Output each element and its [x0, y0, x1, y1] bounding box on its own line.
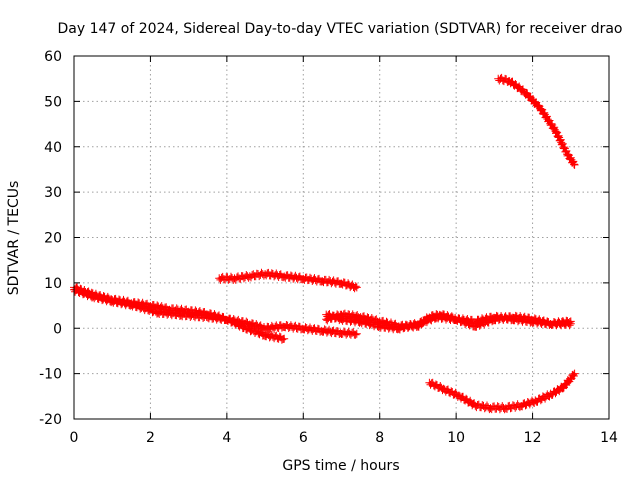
data-point: [340, 281, 343, 284]
data-point: [562, 386, 565, 389]
data-point: [283, 337, 286, 340]
data-point: [321, 279, 324, 282]
grid-lines: [74, 56, 609, 419]
data-point: [225, 318, 228, 321]
y-tick-label: 50: [44, 94, 62, 110]
data-point: [474, 320, 477, 323]
data-point: [157, 311, 160, 314]
data-point: [550, 322, 553, 325]
data-point: [550, 393, 553, 396]
data-point: [355, 286, 358, 289]
data-point: [180, 313, 182, 316]
data-point: [264, 334, 267, 337]
data-point: [130, 303, 133, 306]
data-point: [489, 406, 492, 409]
y-tick-label: 60: [44, 49, 62, 65]
data-point: [355, 332, 358, 335]
data-point: [497, 77, 500, 80]
x-tick-label: 8: [375, 430, 384, 446]
data-point: [539, 107, 542, 110]
data-point: [504, 406, 507, 409]
data-point: [248, 322, 251, 325]
y-axis-label: SDTVAR / TECUs: [6, 181, 22, 296]
data-point: [111, 300, 114, 303]
data-point: [359, 315, 362, 318]
data-point: [436, 315, 439, 318]
data-point: [302, 327, 305, 330]
x-tick-label: 14: [600, 430, 618, 446]
series-track-c: [215, 268, 361, 293]
data-point: [264, 272, 267, 275]
data-point: [218, 277, 221, 280]
y-tick-label: 30: [44, 185, 62, 201]
x-axis-label: GPS time / hours: [282, 458, 399, 474]
data-point: [283, 275, 286, 278]
x-tick-label: 0: [70, 430, 79, 446]
y-tick-label: 0: [53, 321, 62, 337]
data-point: [523, 91, 526, 94]
data-point: [554, 129, 557, 132]
series-track-e: [322, 310, 575, 334]
data-point: [531, 318, 534, 321]
data-point: [443, 388, 446, 391]
x-tick-label: 10: [447, 430, 465, 446]
series-markers: [494, 73, 579, 169]
data-point: [244, 327, 247, 330]
y-tick-label: -10: [39, 367, 62, 383]
data-point: [474, 324, 477, 327]
data-point: [535, 399, 538, 402]
data-point: [248, 275, 251, 278]
data-point: [455, 318, 458, 321]
data-point: [569, 377, 572, 380]
data-point: [520, 404, 523, 407]
data-point: [416, 322, 419, 325]
data-point: [302, 277, 305, 280]
y-tick-label: -20: [39, 412, 62, 428]
series-track-f: [494, 73, 579, 169]
data-series: [70, 73, 579, 414]
data-point: [206, 315, 209, 318]
data-point: [458, 395, 461, 398]
data-point: [397, 327, 400, 330]
data-point: [428, 381, 431, 384]
axis-ticks: 0 2 4 6 8 10 12 14 -20 -10 0 10 20 30 40 50 60: [39, 49, 618, 446]
data-point: [474, 404, 477, 407]
y-tick-label: 40: [44, 140, 62, 156]
data-point: [378, 320, 381, 323]
data-point: [321, 329, 324, 332]
data-point: [493, 318, 496, 321]
data-point: [264, 327, 267, 330]
data-point: [340, 318, 343, 321]
data-point: [340, 331, 343, 334]
data-point: [569, 320, 572, 323]
data-point: [283, 324, 286, 327]
x-tick-label: 4: [222, 430, 231, 446]
y-tick-label: 20: [44, 231, 62, 247]
data-point: [92, 295, 95, 298]
data-point: [233, 277, 236, 280]
series-markers: [425, 369, 579, 414]
series-markers: [215, 268, 361, 293]
data-point: [565, 152, 568, 155]
series-track-g: [425, 369, 579, 414]
data-point: [325, 318, 328, 321]
y-tick-label: 10: [44, 276, 62, 292]
data-point: [359, 320, 362, 323]
data-point: [573, 163, 576, 166]
data-point: [512, 315, 515, 318]
data-point: [378, 324, 381, 327]
x-tick-label: 6: [299, 430, 308, 446]
data-point: [325, 313, 328, 316]
x-tick-label: 2: [146, 430, 155, 446]
data-point: [508, 79, 511, 82]
data-point: [573, 372, 576, 375]
x-tick-label: 12: [524, 430, 542, 446]
data-point: [340, 313, 343, 316]
chart-title: Day 147 of 2024, Sidereal Day-to-day VTE…: [57, 21, 622, 37]
